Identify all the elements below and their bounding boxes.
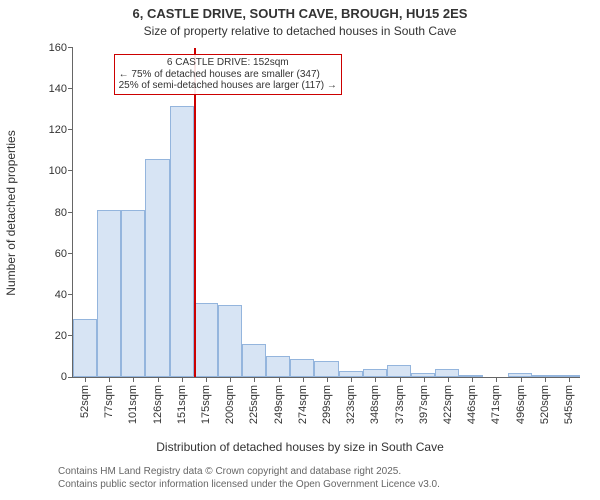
bar [218, 305, 242, 377]
bar [387, 365, 411, 377]
ytick-label: 120 [49, 124, 73, 136]
y-axis-label: Number of detached properties [4, 130, 18, 295]
xtick-label: 422sqm [442, 383, 454, 424]
bar [121, 210, 145, 377]
xtick-label: 200sqm [224, 383, 236, 424]
bar [435, 369, 459, 377]
xtick-label: 101sqm [127, 383, 139, 424]
xtick-label: 496sqm [515, 383, 527, 424]
xtick-label: 299sqm [321, 383, 333, 424]
bar [97, 210, 121, 377]
ytick-label: 160 [49, 42, 73, 54]
xtick-label: 126sqm [152, 383, 164, 424]
xtick-label: 151sqm [176, 383, 188, 424]
xtick-label: 77sqm [103, 383, 115, 418]
xtick-label: 225sqm [248, 383, 260, 424]
chart-title: 6, CASTLE DRIVE, SOUTH CAVE, BROUGH, HU1… [0, 6, 600, 21]
bar [556, 375, 580, 377]
bar [194, 303, 218, 377]
xtick-label: 249sqm [273, 383, 285, 424]
bar [290, 359, 314, 378]
x-axis-label: Distribution of detached houses by size … [0, 440, 600, 454]
credits: Contains HM Land Registry data © Crown c… [58, 466, 440, 491]
xtick-label: 397sqm [418, 383, 430, 424]
xtick-label: 274sqm [297, 383, 309, 424]
chart-subtitle: Size of property relative to detached ho… [0, 24, 600, 38]
bar [145, 159, 169, 377]
ytick-label: 100 [49, 165, 73, 177]
plot-area: 020406080100120140160 52sqm77sqm101sqm12… [72, 48, 580, 378]
xtick-label: 545sqm [563, 383, 575, 424]
annotation-box: 6 CASTLE DRIVE: 152sqm ← 75% of detached… [114, 54, 342, 95]
bar [170, 106, 194, 377]
ytick-label: 80 [55, 207, 73, 219]
xtick-label: 175sqm [200, 383, 212, 424]
bar [266, 356, 290, 377]
annotation-line-3: 25% of semi-detached houses are larger (… [119, 80, 337, 92]
credit-line-2: Contains public sector information licen… [58, 479, 440, 492]
reference-line [194, 48, 196, 377]
xtick-label: 52sqm [79, 383, 91, 418]
chart-container: 6, CASTLE DRIVE, SOUTH CAVE, BROUGH, HU1… [0, 0, 600, 500]
bars-group [73, 48, 580, 377]
xtick-label: 520sqm [539, 383, 551, 424]
annotation-line-1: 6 CASTLE DRIVE: 152sqm [119, 57, 337, 69]
ytick-label: 140 [49, 83, 73, 95]
bar [242, 344, 266, 377]
xtick-label: 323sqm [345, 383, 357, 424]
xtick-label: 471sqm [490, 383, 502, 424]
bar [363, 369, 387, 377]
bar [73, 319, 97, 377]
credit-line-1: Contains HM Land Registry data © Crown c… [58, 466, 440, 479]
bar [314, 361, 338, 377]
xtick-label: 348sqm [369, 383, 381, 424]
xtick-label: 446sqm [466, 383, 478, 424]
xtick-label: 373sqm [394, 383, 406, 424]
annotation-line-2: ← 75% of detached houses are smaller (34… [119, 69, 337, 81]
